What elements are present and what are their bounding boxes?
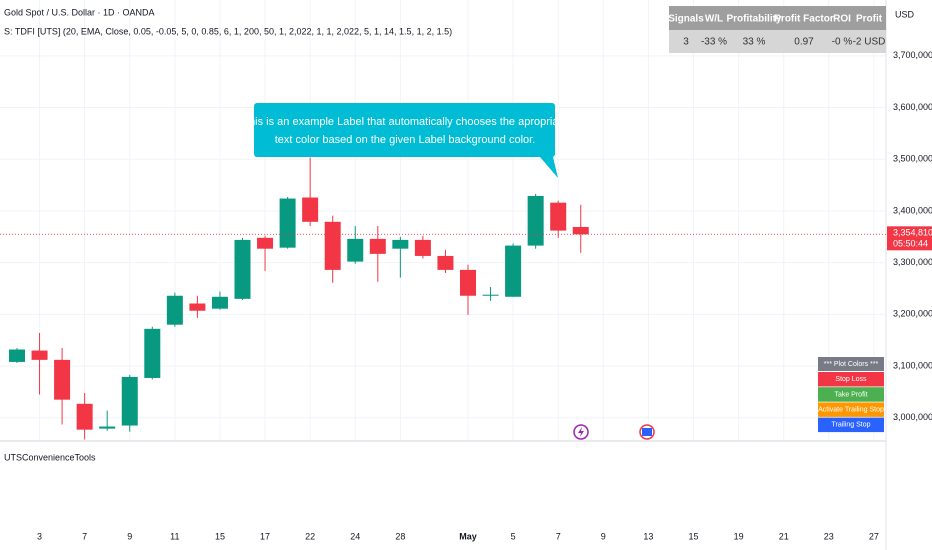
candle-body [54, 359, 71, 400]
candle-body [99, 426, 116, 429]
annotation-box [254, 103, 555, 157]
candle-body [369, 238, 386, 254]
x-tick-label: May [459, 531, 477, 541]
candle-body [460, 269, 476, 296]
x-tick-label: 3 [37, 531, 42, 541]
candle-body [257, 237, 274, 249]
candle-body [572, 226, 589, 235]
plot-colors: *** Plot Colors *** Stop Loss Take Profit A… [818, 357, 884, 433]
candle-body [76, 403, 93, 430]
x-tick-label: 15 [215, 531, 225, 541]
table-row-bg [669, 30, 886, 53]
event-icon [578, 427, 584, 437]
legend-title-bg [818, 357, 884, 371]
x-tick-label: 21 [779, 531, 789, 541]
table-header: Profit Factor [774, 14, 834, 25]
icons [573, 424, 655, 440]
legend-label: Activate Trailing Stop [818, 407, 884, 414]
legend-label: Take Profit [834, 391, 867, 398]
last-price-box [887, 226, 932, 251]
legend-swatch [818, 417, 884, 433]
table-header: W/L [705, 14, 723, 25]
legend-swatch [818, 387, 884, 402]
annotation: This is an example Label that automatica… [242, 103, 568, 178]
annotation-pointer [540, 157, 558, 178]
y-tick-label: 3,000,000 [893, 412, 932, 422]
y-tick-label: 3,500,000 [893, 154, 932, 164]
table-header: Profitability [726, 14, 781, 25]
legend-swatch [818, 402, 884, 417]
x-tick-label: 17 [260, 531, 270, 541]
x-tick-label: 13 [643, 531, 653, 541]
x-tick-label: 11 [170, 531, 179, 541]
table-header: Signals [668, 14, 704, 25]
indicator-label: S: TDFI [UTS] (20, EMA, Close, 0.05, -0.… [4, 26, 452, 36]
x-tick-label: 5 [511, 531, 516, 541]
legend-swatch [818, 372, 884, 387]
table-cell: -0 % [832, 37, 853, 48]
x-tick-label: 27 [869, 531, 879, 541]
candle-body [302, 197, 319, 222]
candle-body [505, 245, 522, 297]
pane-label: UTSConvenienceTools [4, 452, 96, 462]
x-tick-label: 19 [734, 531, 744, 541]
last-price-label: 3,354,810 [893, 228, 932, 238]
candle-body [279, 198, 296, 248]
table-header: ROI [833, 14, 851, 25]
countdown: 05:50:44 [893, 239, 928, 249]
x-tick-label: 15 [688, 531, 698, 541]
legend-label: Stop Loss [835, 376, 867, 383]
candle-body [414, 239, 431, 256]
candle-body [9, 349, 25, 362]
y-tick-label: 3,100,000 [893, 360, 932, 370]
candle-body [211, 296, 228, 309]
table-header: Profit [856, 14, 883, 25]
candle-body [482, 294, 499, 296]
table-cell: 33 % [743, 37, 766, 48]
candle-body [234, 239, 251, 299]
candle-body [437, 255, 454, 270]
candle-body [550, 202, 567, 231]
x-tick-label: 9 [127, 531, 132, 541]
x-tick-label: 24 [350, 531, 360, 541]
table-cell: 0.97 [794, 37, 814, 48]
flag-icon [642, 428, 652, 436]
x-tick-label: 28 [395, 531, 405, 541]
candle-body [121, 376, 138, 426]
candle-body [144, 328, 161, 378]
candle-body [166, 295, 183, 325]
candle-body [392, 239, 409, 249]
chart-title: Gold Spot / U.S. Dollar · 1D · OANDA [4, 7, 155, 17]
legend-title: *** Plot Colors *** [824, 361, 879, 368]
candle-body [189, 303, 206, 311]
y-tick-label: 3,600,000 [893, 102, 932, 112]
table-cell: -33 % [701, 37, 727, 48]
legend-label: Trailing Stop [831, 422, 870, 429]
candle-body [324, 221, 341, 270]
table-cell: -2 USD [853, 37, 886, 48]
candle-body [347, 238, 364, 262]
annotation-text: text color based on the given Label back… [275, 134, 536, 146]
y-tick-label: 3,300,000 [893, 257, 932, 267]
y-tick-label: 3,700,000 [893, 50, 932, 60]
x-tick-label: 22 [305, 531, 315, 541]
y-tick-label: 3,400,000 [893, 205, 932, 215]
x-tick-label: 7 [556, 531, 561, 541]
table-header-bg [669, 6, 886, 30]
currency: USD [895, 9, 915, 19]
table-cell: 3 [683, 37, 689, 48]
y-tick-label: 3,200,000 [893, 309, 932, 319]
x-tick-label: 7 [82, 531, 87, 541]
annotation-text: This is an example Label that automatica… [242, 116, 567, 128]
candle-body [31, 350, 48, 360]
candles [9, 157, 589, 440]
x-tick-label: 23 [824, 531, 834, 541]
candle-body [527, 195, 544, 246]
x-tick-label: 9 [601, 531, 606, 541]
